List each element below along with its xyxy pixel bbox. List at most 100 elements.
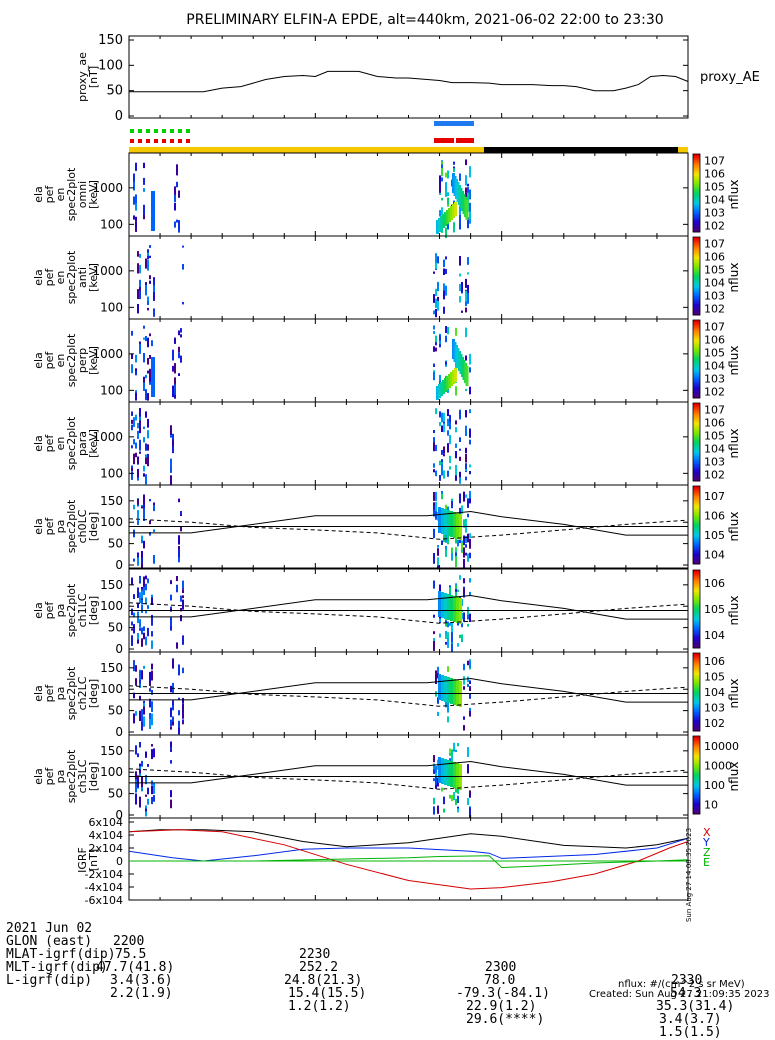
colorbar-step bbox=[693, 729, 700, 732]
spectrogram-cell bbox=[139, 282, 141, 292]
colorbar-tick-label: 107 bbox=[704, 155, 725, 168]
spectrogram-cell bbox=[467, 623, 469, 627]
spectrogram-cell bbox=[433, 806, 435, 815]
colorbar-label: nflux bbox=[727, 512, 741, 542]
colorbar-step bbox=[693, 486, 700, 489]
spectrogram-cell bbox=[465, 200, 469, 220]
colorbar-step bbox=[693, 274, 700, 277]
colorbar-tick-label: 103 bbox=[704, 456, 725, 469]
created-note: Created: Sun Aug 27 21:09:35 2023 bbox=[589, 989, 770, 1000]
spectrogram-cell bbox=[445, 268, 447, 274]
spectrogram-cell bbox=[141, 760, 143, 767]
spectrogram-cell bbox=[447, 666, 449, 672]
colorbar-step bbox=[693, 796, 700, 799]
footer-value: 75.5 bbox=[115, 947, 147, 962]
flag-green bbox=[186, 129, 190, 133]
spectrogram-cell bbox=[439, 584, 441, 595]
spectrogram-cell bbox=[433, 764, 435, 774]
spectrogram-cell bbox=[435, 347, 437, 352]
spectrogram-cell bbox=[459, 260, 461, 266]
footer-value: 2330 bbox=[671, 973, 703, 988]
colorbar-step bbox=[693, 546, 700, 549]
spectrogram-cell bbox=[449, 748, 451, 752]
colorbar-step bbox=[693, 279, 700, 283]
spectrogram-cell bbox=[147, 456, 149, 467]
spectrogram-cell bbox=[435, 444, 437, 452]
colorbar-step bbox=[693, 268, 700, 271]
spectrogram-cell bbox=[444, 759, 447, 785]
colorbar-step bbox=[693, 237, 700, 240]
spectrogram-cell bbox=[145, 289, 147, 296]
spectrogram-cell bbox=[453, 762, 456, 788]
spectrogram-cell bbox=[151, 670, 153, 681]
y-axis-label: ch0LC bbox=[76, 509, 89, 543]
footer-row-label: MLT-igrf(dip) bbox=[6, 960, 108, 975]
colorbar-tick-label: 102 bbox=[704, 717, 725, 730]
spectrogram-cell bbox=[174, 363, 176, 374]
spectrogram-cell bbox=[443, 808, 445, 813]
y-tick-label: -6x104 bbox=[85, 894, 123, 907]
spectrogram-cell bbox=[137, 587, 139, 598]
spectrogram-cell bbox=[463, 578, 465, 584]
colorbar-step bbox=[693, 426, 700, 429]
spectrogram-cell bbox=[453, 166, 455, 170]
spectrogram-cell bbox=[147, 578, 149, 583]
spectrogram-cell bbox=[435, 501, 437, 512]
flag-green bbox=[146, 129, 150, 133]
spectrogram-cell bbox=[170, 458, 172, 466]
spectrogram-cell bbox=[145, 794, 147, 797]
spectrogram-cell bbox=[435, 766, 437, 774]
colorbar-step bbox=[693, 165, 700, 169]
flag-red bbox=[138, 139, 142, 143]
panels: 050100150proxy_AEproxy_ae[nT]1001000elap… bbox=[32, 33, 760, 907]
colorbar-step bbox=[693, 792, 700, 795]
spectrogram-cell bbox=[147, 627, 149, 637]
spectrogram-cell bbox=[182, 635, 184, 645]
spectrogram-cell bbox=[455, 557, 457, 568]
colorbar-step bbox=[693, 794, 700, 797]
spectrogram-cell bbox=[151, 701, 153, 712]
spectrogram-cell bbox=[174, 390, 176, 399]
spectrogram-cell bbox=[445, 172, 447, 178]
colorbar-step bbox=[693, 802, 700, 805]
spectrogram-cell bbox=[143, 204, 145, 216]
colorbar-tick-label: 106 bbox=[704, 417, 725, 430]
spectrogram-cell bbox=[151, 594, 153, 598]
spectrogram-cell bbox=[178, 724, 180, 735]
spectrogram-cell bbox=[170, 726, 172, 730]
spectrogram-cell bbox=[135, 216, 137, 222]
spectrogram-cell bbox=[461, 310, 463, 313]
spectrogram-cell bbox=[437, 300, 439, 311]
igrf-x-line bbox=[128, 829, 689, 890]
spectrogram-cell bbox=[441, 493, 443, 500]
spectrogram-cell bbox=[139, 290, 141, 300]
spectrogram-cell bbox=[149, 688, 151, 692]
spectrogram-cell bbox=[443, 268, 445, 275]
colorbar-step bbox=[693, 562, 700, 565]
spectrogram-cell bbox=[445, 361, 447, 365]
y-axis-label: spec2plot bbox=[65, 167, 78, 221]
y-axis-label: pef bbox=[43, 268, 56, 287]
colorbar-step bbox=[693, 497, 700, 501]
spectrogram-cell bbox=[131, 628, 133, 631]
spectrogram-cell bbox=[182, 722, 184, 725]
spectrogram-cell bbox=[182, 703, 184, 713]
spectrogram-cell bbox=[437, 281, 439, 292]
spectrogram-cell bbox=[447, 470, 449, 477]
spectrogram-cell bbox=[143, 382, 145, 391]
y-tick-label: 150 bbox=[100, 744, 123, 758]
spectrogram-cell bbox=[469, 539, 471, 549]
spectrogram-cell bbox=[459, 448, 461, 451]
spectrogram-cell bbox=[461, 634, 463, 642]
spectrogram-cell bbox=[153, 284, 155, 295]
spectrogram-cell bbox=[137, 753, 139, 758]
spectrogram-cell bbox=[459, 493, 461, 504]
spectrogram-cell bbox=[441, 425, 443, 432]
footer-value: 35.3(31.4) bbox=[656, 999, 735, 1014]
spectrogram-cell bbox=[455, 591, 457, 599]
colorbar-tick-label: 107 bbox=[704, 321, 725, 334]
colorbar-step bbox=[693, 386, 700, 389]
footer-row-label: 2021 Jun 02 bbox=[6, 921, 93, 936]
spectrogram-cell bbox=[435, 341, 437, 346]
